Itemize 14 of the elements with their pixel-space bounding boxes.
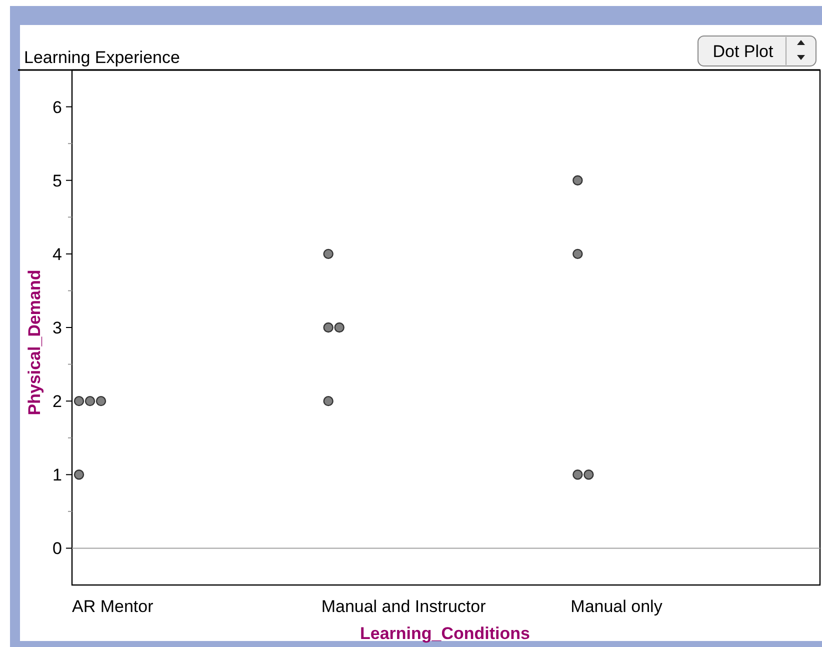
y-axis-title: Physical_Demand	[25, 270, 44, 416]
x-axis-title: Learning_Conditions	[360, 624, 530, 643]
x-tick-label: Manual only	[570, 597, 663, 616]
y-tick-label: 3	[52, 318, 62, 338]
y-tick-label: 6	[52, 98, 62, 117]
y-tick-label: 5	[52, 171, 62, 190]
y-tick-label: 0	[52, 539, 62, 558]
x-tick-label: Manual and Instructor	[321, 597, 486, 616]
dropdown-button: Dot Plot	[698, 36, 816, 66]
y-tick-label: 1	[52, 466, 62, 485]
y-tick-label: 2	[52, 392, 62, 412]
y-tick-label: 4	[52, 244, 62, 264]
x-tick-label: AR Mentor	[72, 597, 154, 616]
chart-title: Learning Experience	[24, 48, 180, 67]
